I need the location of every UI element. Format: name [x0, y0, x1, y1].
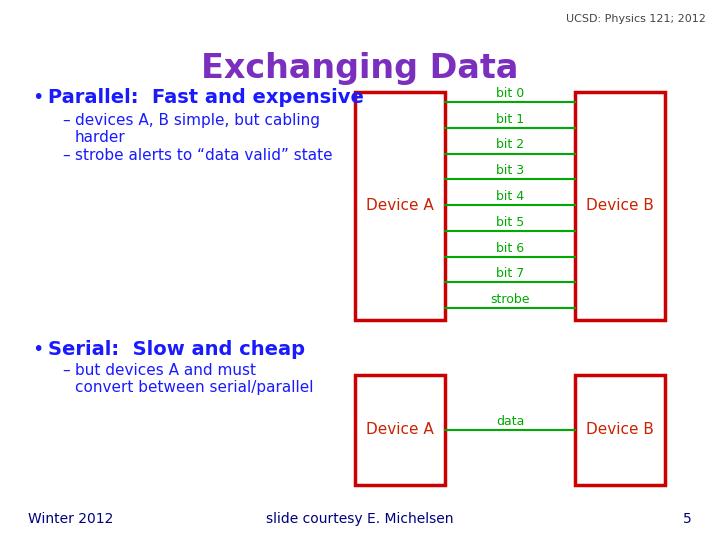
Text: Device A: Device A	[366, 422, 434, 437]
Text: strobe alerts to “data valid” state: strobe alerts to “data valid” state	[75, 148, 333, 163]
Text: Exchanging Data: Exchanging Data	[202, 52, 518, 85]
Text: bit 5: bit 5	[496, 216, 524, 229]
Text: –: –	[62, 113, 70, 128]
Text: Serial:  Slow and cheap: Serial: Slow and cheap	[48, 340, 305, 359]
Text: •: •	[32, 88, 43, 107]
Text: UCSD: Physics 121; 2012: UCSD: Physics 121; 2012	[566, 14, 706, 24]
Text: 5: 5	[683, 512, 692, 526]
Bar	[355, 375, 445, 485]
Text: Device A: Device A	[366, 199, 434, 213]
Text: –: –	[62, 148, 70, 163]
Text: bit 4: bit 4	[496, 190, 524, 203]
Text: but devices A and must: but devices A and must	[75, 363, 256, 378]
Text: bit 0: bit 0	[496, 87, 524, 100]
Bar	[355, 92, 445, 320]
Bar	[575, 375, 665, 485]
Text: bit 6: bit 6	[496, 241, 524, 254]
Text: convert between serial/parallel: convert between serial/parallel	[75, 380, 313, 395]
Text: –: –	[62, 363, 70, 378]
Text: bit 3: bit 3	[496, 164, 524, 177]
Text: bit 2: bit 2	[496, 138, 524, 152]
Text: bit 7: bit 7	[496, 267, 524, 280]
Text: •: •	[32, 340, 43, 359]
Text: harder: harder	[75, 130, 126, 145]
Text: slide courtesy E. Michelsen: slide courtesy E. Michelsen	[266, 512, 454, 526]
Text: Device B: Device B	[586, 199, 654, 213]
Text: Device B: Device B	[586, 422, 654, 437]
Text: data: data	[496, 415, 524, 428]
Text: strobe: strobe	[490, 293, 530, 306]
Bar	[575, 92, 665, 320]
Text: Parallel:  Fast and expensive: Parallel: Fast and expensive	[48, 88, 364, 107]
Text: devices A, B simple, but cabling: devices A, B simple, but cabling	[75, 113, 320, 128]
Text: Winter 2012: Winter 2012	[28, 512, 113, 526]
Text: bit 1: bit 1	[496, 113, 524, 126]
